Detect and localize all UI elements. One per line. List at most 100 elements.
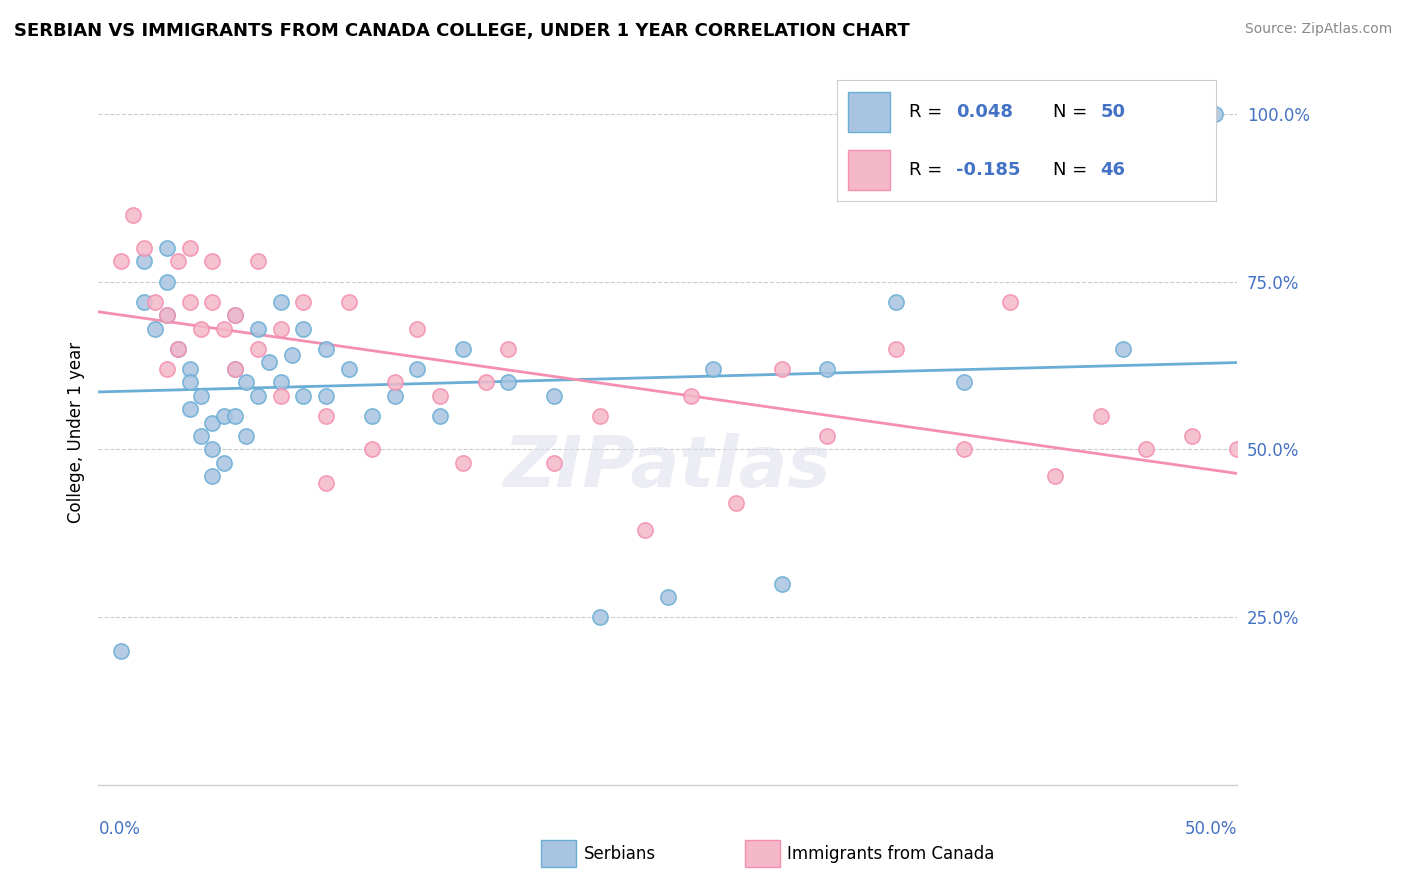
Point — [451, 342, 474, 356]
Point — [167, 342, 190, 356]
Point — [270, 321, 292, 335]
Point — [1043, 469, 1066, 483]
Point — [337, 362, 360, 376]
Point — [224, 308, 246, 322]
Text: Serbians: Serbians — [583, 845, 655, 863]
Point — [246, 342, 269, 356]
Point — [770, 576, 793, 591]
Text: 0.0%: 0.0% — [98, 820, 141, 838]
Point — [498, 342, 520, 356]
Point — [1204, 107, 1226, 121]
Point — [179, 294, 201, 309]
Point — [360, 409, 382, 423]
Point — [451, 456, 474, 470]
Point — [315, 475, 337, 490]
Point — [179, 402, 201, 417]
Point — [281, 348, 304, 362]
Point — [1181, 429, 1204, 443]
Point — [132, 241, 155, 255]
Text: 50: 50 — [1101, 103, 1125, 121]
Point — [657, 590, 679, 604]
Point — [815, 362, 838, 376]
Point — [224, 362, 246, 376]
Point — [315, 409, 337, 423]
Point — [235, 429, 257, 443]
Text: 0.048: 0.048 — [956, 103, 1014, 121]
Point — [259, 355, 281, 369]
Point — [1226, 442, 1249, 457]
Point — [110, 254, 132, 268]
Point — [212, 456, 235, 470]
Point — [543, 389, 565, 403]
Point — [384, 376, 406, 390]
Point — [156, 308, 179, 322]
Point — [132, 254, 155, 268]
Point — [770, 362, 793, 376]
Bar — [848, 93, 890, 132]
Point — [406, 362, 429, 376]
Point — [179, 376, 201, 390]
Text: 50.0%: 50.0% — [1185, 820, 1237, 838]
Point — [201, 442, 224, 457]
Point — [474, 376, 496, 390]
Point — [201, 416, 224, 430]
Text: 46: 46 — [1101, 161, 1125, 179]
Point — [121, 207, 143, 221]
Point — [998, 294, 1021, 309]
Point — [315, 389, 337, 403]
Point — [406, 321, 429, 335]
Point — [145, 294, 167, 309]
Text: ZIPatlas: ZIPatlas — [505, 434, 831, 502]
Point — [156, 362, 179, 376]
Point — [498, 376, 520, 390]
Point — [884, 294, 907, 309]
Text: Source: ZipAtlas.com: Source: ZipAtlas.com — [1244, 22, 1392, 37]
Bar — [848, 150, 890, 190]
Y-axis label: College, Under 1 year: College, Under 1 year — [66, 342, 84, 524]
Point — [212, 409, 235, 423]
Point — [190, 429, 212, 443]
Point — [679, 389, 702, 403]
Text: R =: R = — [908, 161, 948, 179]
Point — [634, 523, 657, 537]
Point — [246, 321, 269, 335]
Point — [190, 389, 212, 403]
Point — [953, 442, 976, 457]
Text: Immigrants from Canada: Immigrants from Canada — [787, 845, 994, 863]
Point — [292, 389, 315, 403]
Point — [953, 376, 976, 390]
Point — [201, 294, 224, 309]
Point — [292, 321, 315, 335]
Point — [179, 362, 201, 376]
Point — [224, 409, 246, 423]
Point — [315, 342, 337, 356]
Point — [270, 389, 292, 403]
Point — [1090, 409, 1112, 423]
Point — [588, 610, 610, 624]
Point — [702, 362, 724, 376]
Point — [110, 644, 132, 658]
Text: N =: N = — [1053, 161, 1092, 179]
Point — [201, 469, 224, 483]
Point — [429, 409, 451, 423]
Point — [384, 389, 406, 403]
Point — [1112, 342, 1135, 356]
Point — [429, 389, 451, 403]
Point — [212, 321, 235, 335]
Point — [235, 376, 257, 390]
Point — [145, 321, 167, 335]
Point — [190, 321, 212, 335]
Point — [543, 456, 565, 470]
Point — [270, 294, 292, 309]
Point — [588, 409, 610, 423]
Point — [337, 294, 360, 309]
Point — [132, 294, 155, 309]
Point — [270, 376, 292, 390]
Text: SERBIAN VS IMMIGRANTS FROM CANADA COLLEGE, UNDER 1 YEAR CORRELATION CHART: SERBIAN VS IMMIGRANTS FROM CANADA COLLEG… — [14, 22, 910, 40]
Text: -0.185: -0.185 — [956, 161, 1021, 179]
Point — [179, 241, 201, 255]
Point — [725, 496, 748, 510]
Text: N =: N = — [1053, 103, 1092, 121]
Point — [246, 389, 269, 403]
Point — [156, 308, 179, 322]
